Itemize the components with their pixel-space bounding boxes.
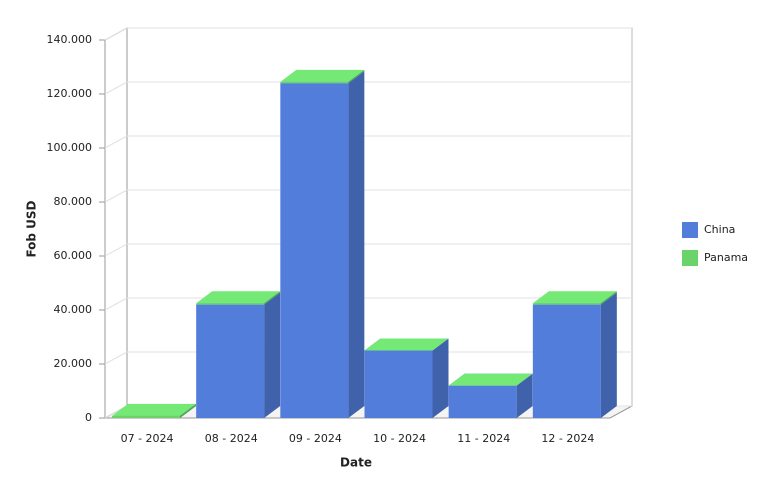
bar-side xyxy=(600,292,617,418)
x-tick-label: 11 - 2024 xyxy=(457,432,510,445)
bar-front xyxy=(364,350,433,418)
y-tick-label: 20.000 xyxy=(54,357,93,370)
y-tick-label: 80.000 xyxy=(54,195,93,208)
y-tick-label: 140.000 xyxy=(47,33,93,46)
bar xyxy=(196,292,281,418)
grid-line xyxy=(104,351,128,365)
bar xyxy=(112,403,196,418)
bar xyxy=(280,69,365,84)
grid-line xyxy=(104,297,128,311)
bar-top xyxy=(112,403,196,416)
x-tick-label: 07 - 2024 xyxy=(121,432,174,445)
grid-line xyxy=(104,243,128,257)
bar-side xyxy=(264,291,281,305)
bar-front xyxy=(112,415,180,418)
y-axis-title: Fob USD xyxy=(25,200,39,257)
bar-side xyxy=(348,69,365,84)
legend-label: China xyxy=(704,223,735,236)
x-axis-title: Date xyxy=(340,456,372,470)
legend-label: Panama xyxy=(704,251,748,264)
y-tick-label: 0 xyxy=(85,411,92,424)
bar xyxy=(364,338,449,351)
bar-top xyxy=(448,373,533,386)
x-tick-label: 09 - 2024 xyxy=(289,432,342,445)
y-tick-label: 120.000 xyxy=(47,87,93,100)
bar-top xyxy=(196,291,281,304)
y-tick-label: 100.000 xyxy=(47,141,93,154)
bar-top xyxy=(280,69,365,82)
legend-swatch xyxy=(682,250,698,266)
bar-front xyxy=(280,83,349,418)
bar-front xyxy=(196,304,265,418)
bar-side xyxy=(600,291,617,305)
grid-line xyxy=(104,81,128,95)
bar-side xyxy=(432,338,449,418)
bar xyxy=(532,291,617,305)
bar xyxy=(532,292,617,418)
bar-side xyxy=(516,373,533,418)
bar-side xyxy=(180,403,196,418)
grid-line xyxy=(104,135,128,149)
bar xyxy=(448,373,533,386)
bar-front xyxy=(448,385,517,418)
x-tick-label: 08 - 2024 xyxy=(205,432,258,445)
left-wall xyxy=(104,27,128,419)
bar-front xyxy=(280,81,349,84)
bar-side xyxy=(264,292,281,418)
bar-front xyxy=(532,303,601,305)
x-tick-label: 12 - 2024 xyxy=(541,432,594,445)
bar xyxy=(280,71,365,418)
x-tick-label: 10 - 2024 xyxy=(373,432,426,445)
bar xyxy=(196,291,281,305)
bar-front xyxy=(196,303,265,305)
bar-top xyxy=(532,291,617,304)
bar-side xyxy=(348,71,365,418)
y-tick-label: 40.000 xyxy=(54,303,93,316)
legend-swatch xyxy=(682,222,698,238)
y-tick-label: 60.000 xyxy=(54,249,93,262)
bar-front xyxy=(532,304,601,418)
grid-line xyxy=(104,189,128,203)
grid-line xyxy=(104,27,128,41)
bar-top xyxy=(364,338,449,351)
